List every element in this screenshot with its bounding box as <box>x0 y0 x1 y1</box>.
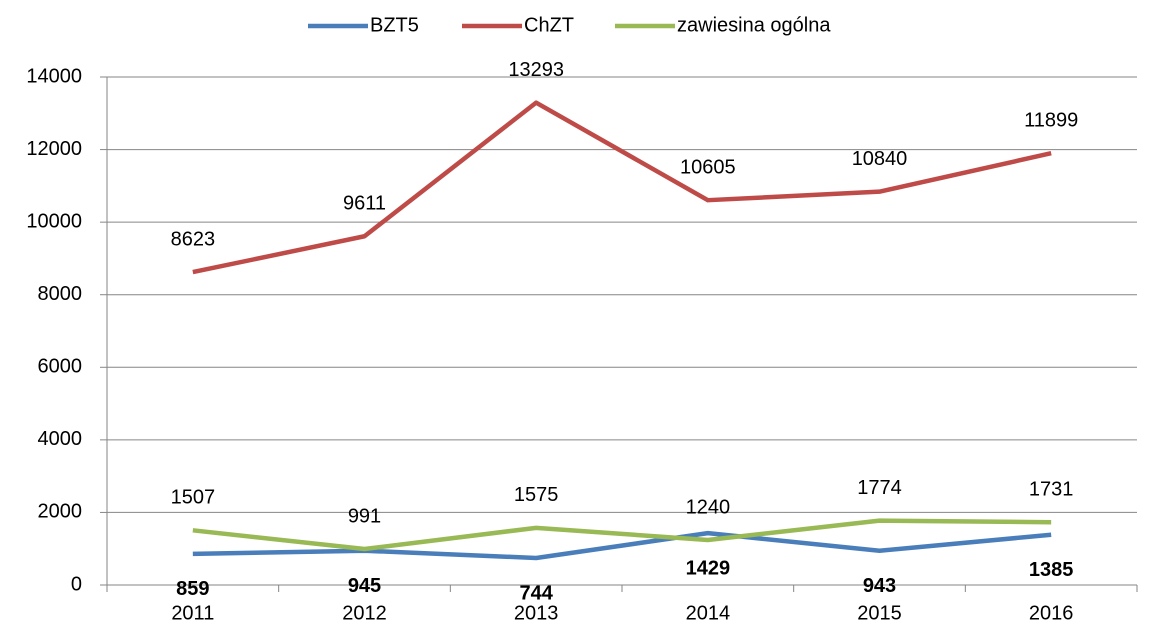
x-tick-label: 2012 <box>342 602 387 624</box>
y-tick-label: 10000 <box>26 210 82 232</box>
data-label: 1774 <box>857 477 902 499</box>
y-tick-label: 8000 <box>38 283 83 305</box>
data-label: 991 <box>348 505 381 527</box>
x-tick-label: 2014 <box>686 602 731 624</box>
series-line <box>192 518 1052 552</box>
y-tick-label: 4000 <box>38 428 83 450</box>
data-label: 1429 <box>686 557 731 579</box>
series-line <box>192 530 1052 561</box>
data-label: 943 <box>863 575 896 597</box>
y-tick-label: 0 <box>71 573 82 595</box>
data-label: 1385 <box>1029 559 1074 581</box>
data-label: 744 <box>519 582 553 604</box>
data-label: 1507 <box>171 487 216 509</box>
data-label: 859 <box>176 578 209 600</box>
y-tick-label: 2000 <box>38 501 83 523</box>
data-label: 10840 <box>852 148 908 170</box>
data-label: 13293 <box>508 59 564 81</box>
x-tick-label: 2016 <box>1029 602 1074 624</box>
data-label: 10605 <box>680 156 736 178</box>
data-label: 8623 <box>171 228 216 250</box>
x-tick-label: 2011 <box>171 602 214 624</box>
data-label: 1240 <box>686 496 731 518</box>
data-label: 1731 <box>1029 478 1074 500</box>
legend-label: ChZT <box>524 14 574 36</box>
y-tick-label: 14000 <box>26 65 82 87</box>
data-label: 945 <box>348 575 381 597</box>
y-tick-label: 6000 <box>38 356 83 378</box>
data-label: 9611 <box>343 193 386 215</box>
data-label: 1575 <box>514 484 559 506</box>
y-tick-label: 12000 <box>26 138 82 160</box>
legend-label: BZT5 <box>370 14 419 36</box>
x-tick-label: 2013 <box>514 602 559 624</box>
x-tick-label: 2015 <box>857 602 902 624</box>
legend-label: zawiesina ogólna <box>677 14 831 36</box>
data-label: 11899 <box>1024 110 1078 132</box>
series-line <box>192 100 1052 275</box>
